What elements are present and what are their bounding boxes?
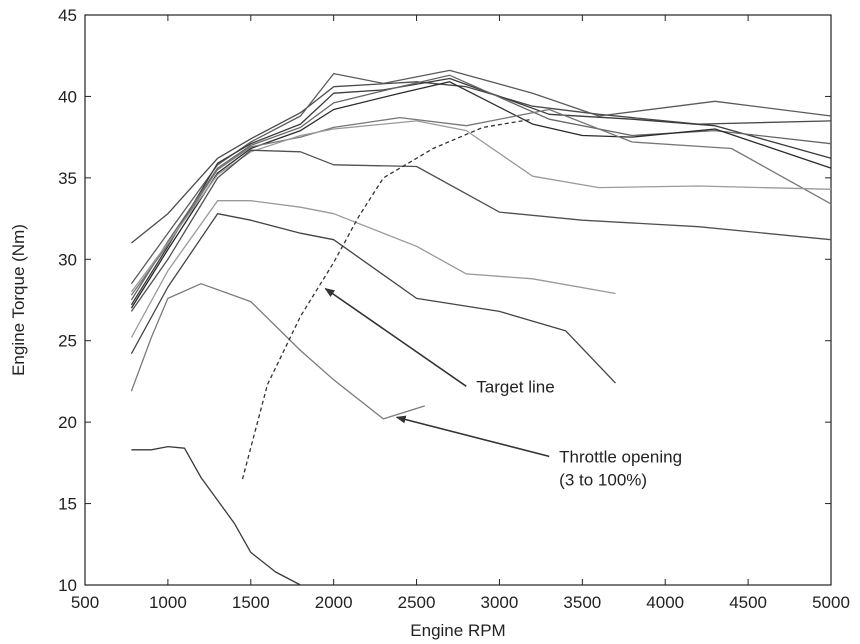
x-tick-label: 4000: [646, 593, 684, 612]
x-axis: 500 1000 1500 2000 2500 3000 3500 4000 4500 5000: [71, 15, 850, 612]
series-line-6: [130, 108, 832, 296]
x-tick-label: 2500: [398, 593, 436, 612]
series-line-11: [130, 283, 425, 420]
y-tick-label: 10: [58, 576, 77, 595]
annotations-layer: Target line Throttle opening (3 to 100%): [324, 287, 682, 489]
y-tick-label: 20: [58, 413, 77, 432]
y-tick-label: 25: [58, 332, 77, 351]
annotation-label: Target line: [476, 377, 554, 396]
x-tick-label: 5000: [812, 593, 850, 612]
y-tick-label: 15: [58, 495, 77, 514]
y-tick-label: 30: [58, 250, 77, 269]
annotation-arrow: [324, 287, 467, 387]
x-tick-label: 3500: [563, 593, 601, 612]
plot-area: [84, 14, 832, 586]
series-line-3: [130, 77, 832, 306]
x-tick-label: 1000: [149, 593, 187, 612]
x-tick-label: 2000: [315, 593, 353, 612]
x-axis-label: Engine RPM: [410, 621, 505, 640]
x-tick-label: 1500: [232, 593, 270, 612]
series-line-12: [131, 445, 301, 586]
series-line-9: [130, 200, 616, 338]
y-axis: 10 15 20 25 30 35 40 45: [58, 6, 831, 595]
series-line-7: [130, 120, 832, 293]
x-tick-label: 500: [71, 593, 99, 612]
series-line-1: [130, 81, 832, 244]
y-axis-label: Engine Torque (Nm): [9, 224, 28, 376]
series-layer: [130, 69, 832, 586]
series-line-4: [130, 74, 832, 301]
annotation-label: Throttle opening: [559, 447, 682, 466]
series-line-5: [130, 81, 832, 309]
target-line-layer: [241, 118, 533, 480]
series-line-10: [130, 213, 616, 384]
x-tick-label: 4500: [729, 593, 767, 612]
y-tick-label: 45: [58, 6, 77, 25]
y-tick-label: 35: [58, 169, 77, 188]
series-line-8: [130, 149, 832, 312]
annotation-label: (3 to 100%): [559, 470, 647, 489]
x-tick-label: 3000: [481, 593, 519, 612]
annotation-arrow: [395, 415, 550, 458]
target-line: [241, 118, 533, 480]
y-tick-label: 40: [58, 87, 77, 106]
